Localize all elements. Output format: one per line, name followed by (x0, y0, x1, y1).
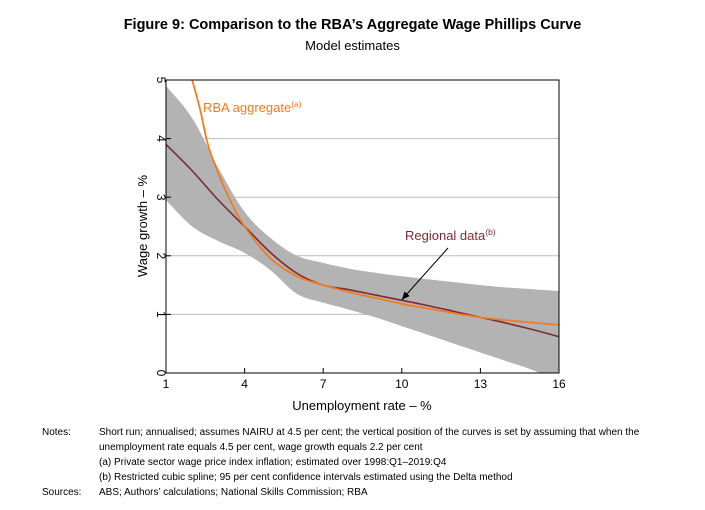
annotation-regional-text: Regional data (405, 228, 486, 243)
y-tick-label-4: 4 (154, 135, 168, 142)
annotation-regional-superscript: (b) (485, 227, 496, 237)
y-tick-label-5: 5 (154, 77, 168, 84)
notes-line-2: unemployment rate equals 4.5 per cent, w… (99, 442, 423, 453)
y-tick-label-2: 2 (154, 252, 168, 259)
x-tick-label-13: 13 (474, 377, 488, 391)
x-tick-label-10: 10 (395, 377, 409, 391)
notes-label: Notes: (42, 427, 71, 438)
annotation-rba-aggregate: RBA aggregate(a) (203, 99, 302, 115)
y-tick-label-0: 0 (154, 370, 168, 377)
chart-title: Figure 9: Comparison to the RBA’s Aggreg… (123, 17, 582, 33)
plot-frame (165, 79, 560, 374)
sources-label: Sources: (42, 487, 82, 498)
annotation-arrow (401, 247, 449, 301)
notes-line-4: (b) Restricted cubic spline; 95 per cent… (99, 472, 513, 483)
annotation-rba-text: RBA aggregate (203, 100, 291, 115)
confidence-band (166, 85, 559, 373)
x-tick-labels: 1 4 7 10 13 16 (163, 377, 566, 391)
annotation-arrowhead (401, 291, 410, 300)
chart-subtitle: Model estimates (305, 38, 400, 53)
x-tick-label-1: 1 (163, 377, 170, 391)
annotation-rba-superscript: (a) (291, 99, 302, 109)
x-tick-label-4: 4 (241, 377, 248, 391)
x-tick-label-7: 7 (320, 377, 327, 391)
notes-line-3: (a) Private sector wage price index infl… (99, 457, 447, 468)
annotation-regional-data: Regional data(b) (405, 227, 496, 243)
series-line-rba-aggregate (191, 80, 559, 326)
y-axis-label: Wage growth – % (135, 175, 150, 278)
y-tick-label-3: 3 (154, 194, 168, 201)
y-tick-labels: 0 1 2 3 4 5 (154, 77, 168, 377)
x-tick-label-16: 16 (552, 377, 566, 391)
notes-line-1: Short run; annualised; assumes NAIRU at … (99, 427, 640, 438)
series-line-regional-data (166, 143, 559, 338)
x-axis-label: Unemployment rate – % (292, 398, 432, 413)
sources-text: ABS; Authors’ calculations; National Ski… (99, 487, 368, 498)
y-tick-label-1: 1 (154, 311, 168, 318)
axis-ticks (165, 79, 560, 374)
notes-block: Notes: Short run; annualised; assumes NA… (42, 425, 692, 500)
